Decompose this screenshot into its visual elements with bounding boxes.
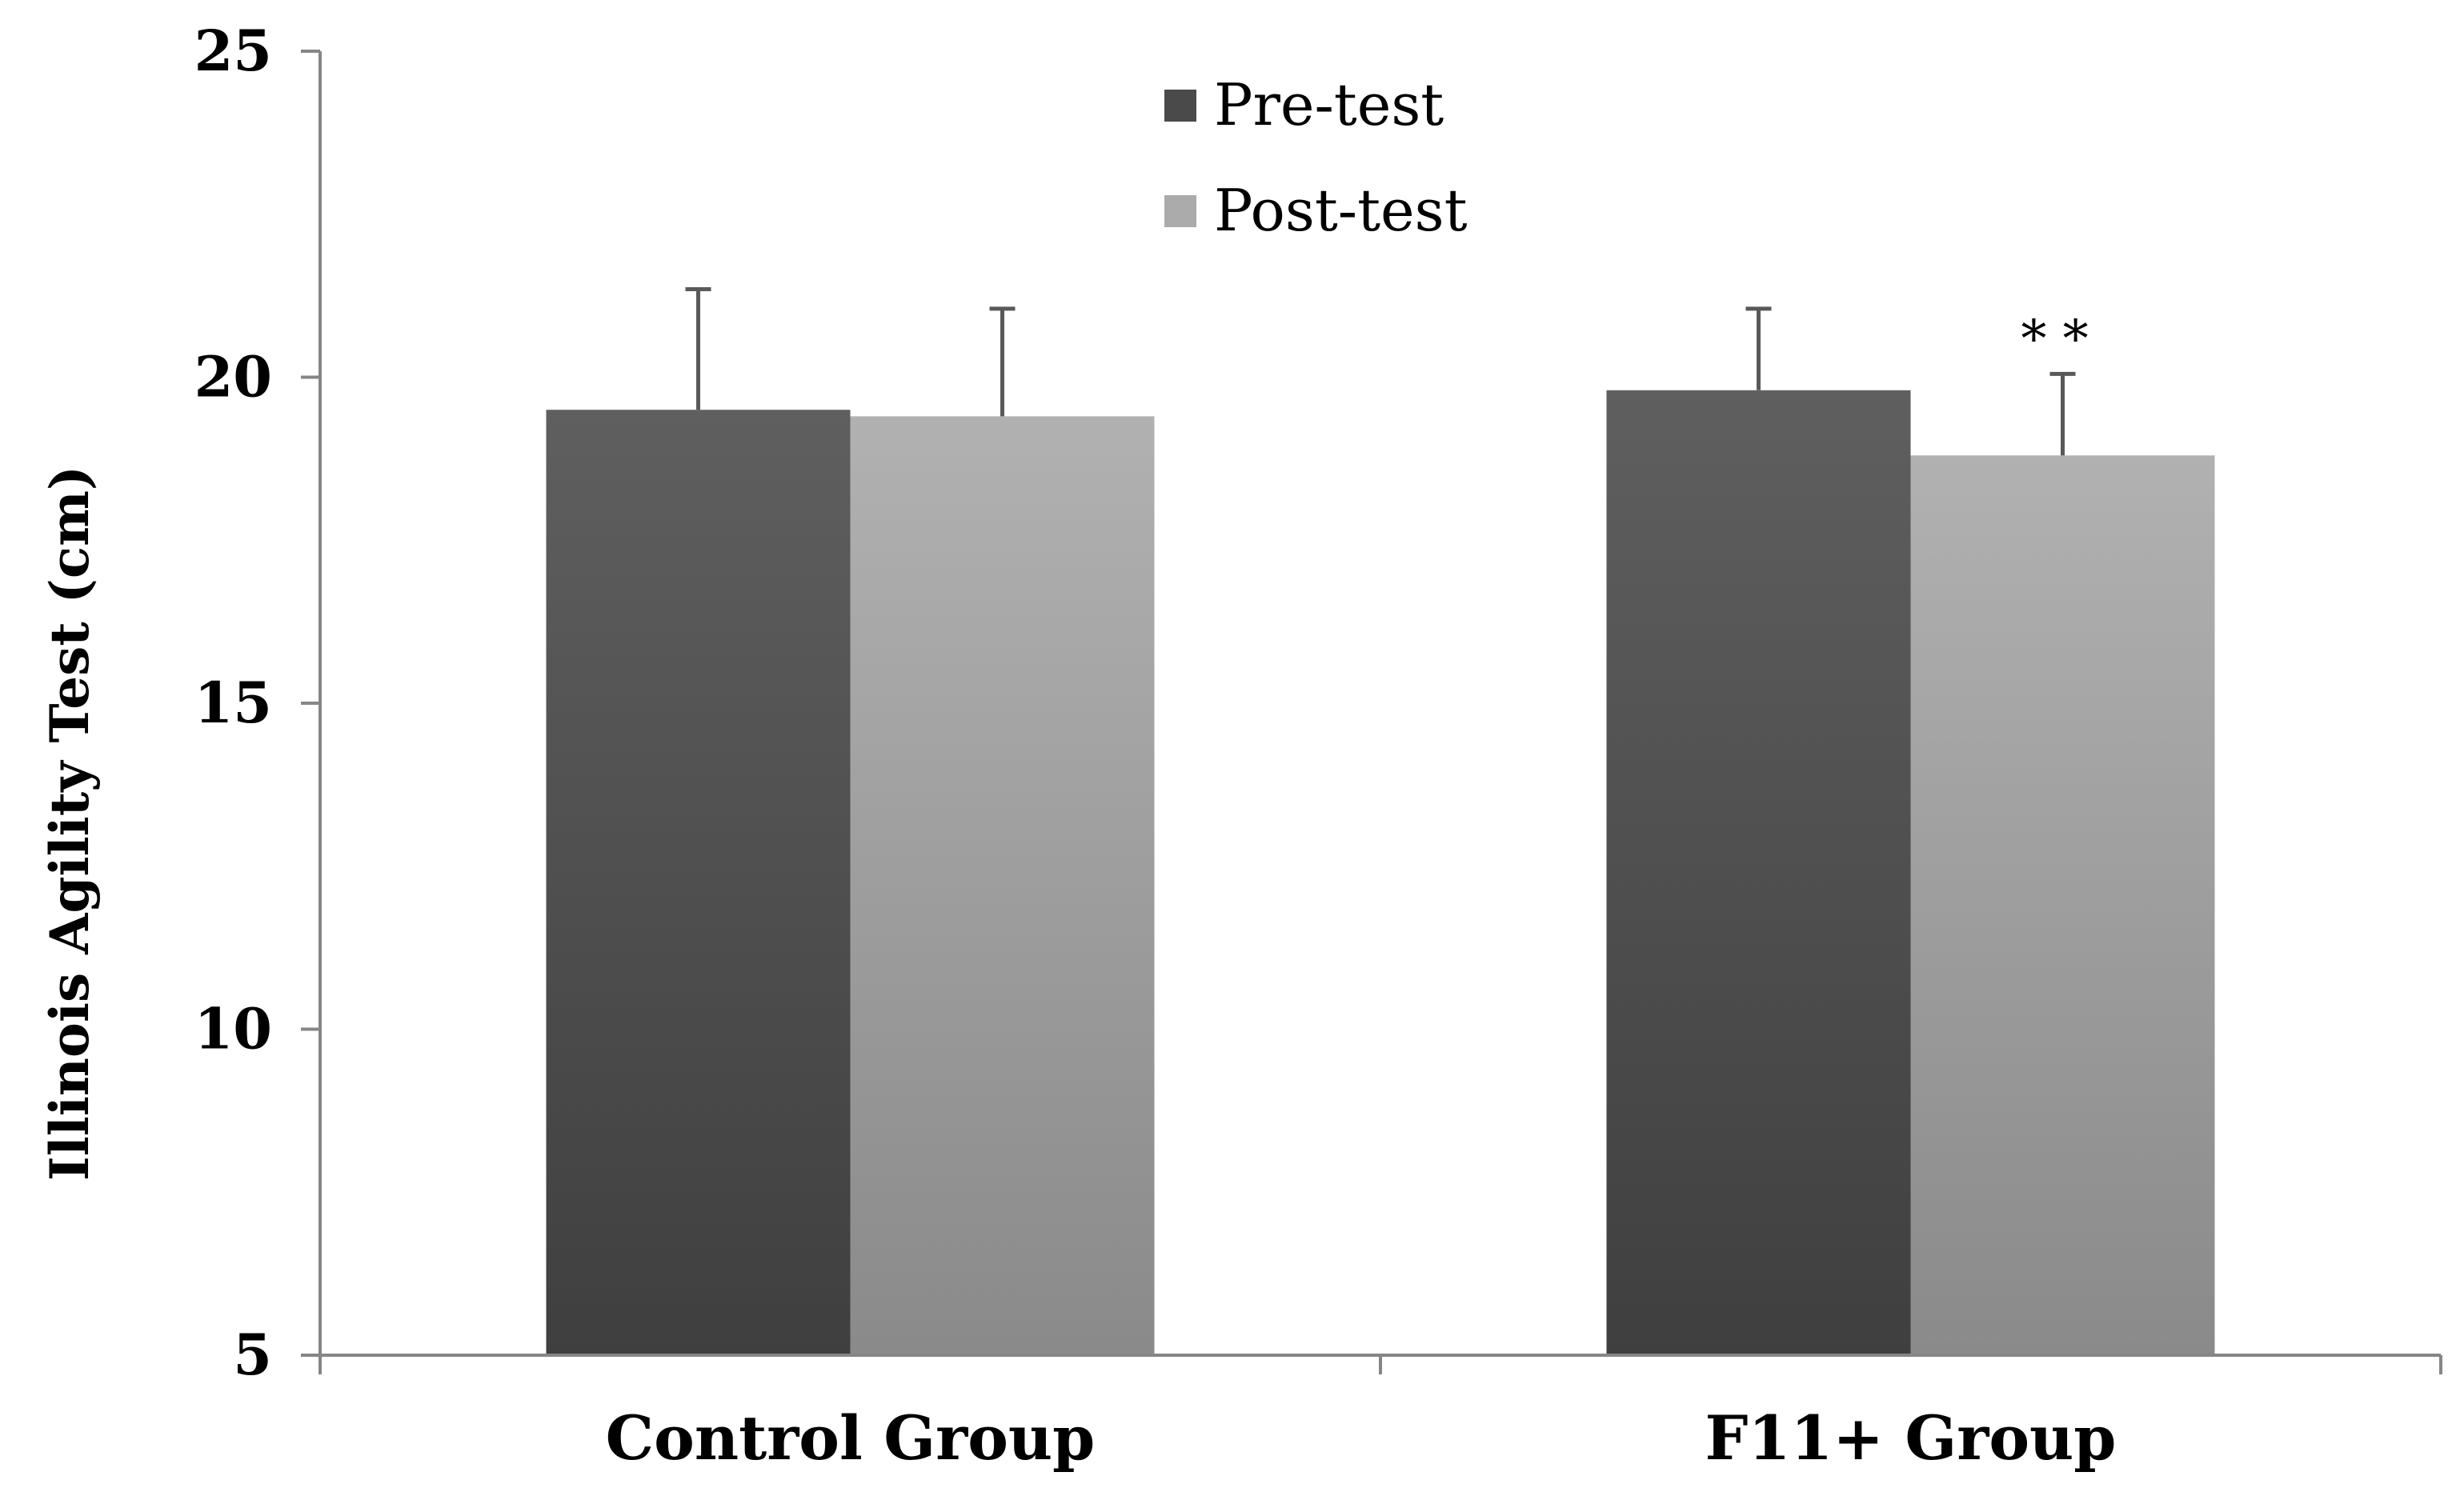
error-bars-layer (685, 286, 2076, 456)
x-tick-label: Control Group (606, 1402, 1096, 1474)
y-axis-label: Illinois Agility Test (cm) (38, 466, 101, 1181)
legend-swatch (1164, 195, 1196, 227)
bar-pre-test-f11-group (1606, 390, 1911, 1355)
legend-label: Post-test (1214, 177, 1468, 244)
y-tick-label: 20 (194, 344, 272, 410)
significance-marker: * * (2021, 310, 2088, 369)
legend: Pre-test Post-test (1164, 71, 1468, 244)
labels-layer: Control Group F11+ Group * * 5 10 15 20 25 Illin… (38, 18, 2116, 1474)
x-tick-label: F11+ Group (1705, 1402, 2117, 1474)
legend-swatch (1164, 90, 1196, 122)
bar-pre-test-control-group (546, 410, 851, 1355)
y-tick-label: 5 (233, 1322, 272, 1388)
y-tick-label: 25 (194, 18, 272, 84)
legend-label: Pre-test (1214, 71, 1444, 138)
bar-post-test-f11-group (1910, 455, 2215, 1355)
y-tick-label: 10 (194, 996, 272, 1062)
axes-layer (301, 50, 2442, 1374)
bars-layer (546, 390, 2215, 1355)
bar-post-test-control-group (850, 416, 1155, 1355)
y-tick-label: 15 (194, 670, 272, 736)
